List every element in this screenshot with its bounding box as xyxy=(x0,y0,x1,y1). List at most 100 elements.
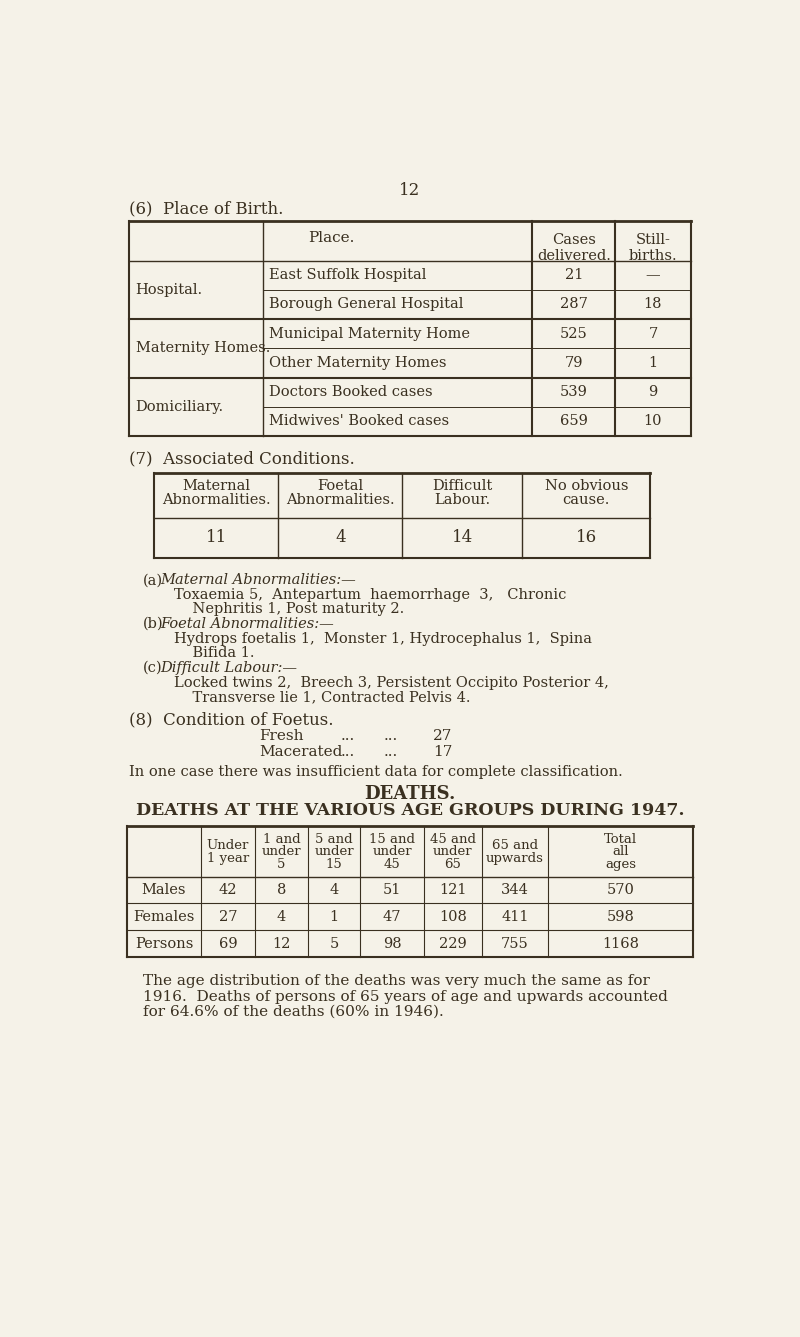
Text: 11: 11 xyxy=(206,529,227,547)
Text: 287: 287 xyxy=(560,297,588,312)
Text: 108: 108 xyxy=(439,910,467,924)
Text: (c): (c) xyxy=(142,660,162,675)
Text: 1 year: 1 year xyxy=(206,852,249,865)
Text: ...: ... xyxy=(341,745,355,759)
Text: 4: 4 xyxy=(335,529,346,547)
Text: Foetal: Foetal xyxy=(317,479,363,493)
Text: 755: 755 xyxy=(501,937,529,951)
Text: ...: ... xyxy=(341,730,355,743)
Text: 1916.  Deaths of persons of 65 years of age and upwards accounted: 1916. Deaths of persons of 65 years of a… xyxy=(142,989,667,1004)
Text: ...: ... xyxy=(383,730,398,743)
Text: ages: ages xyxy=(605,857,636,870)
Text: 45: 45 xyxy=(384,857,401,870)
Text: Municipal Maternity Home: Municipal Maternity Home xyxy=(269,326,470,341)
Text: 47: 47 xyxy=(383,910,402,924)
Text: Midwives' Booked cases: Midwives' Booked cases xyxy=(269,414,449,428)
Text: 21: 21 xyxy=(565,269,583,282)
Text: Females: Females xyxy=(134,910,194,924)
Text: Difficult: Difficult xyxy=(432,479,493,493)
Text: Place.: Place. xyxy=(308,231,354,245)
Text: In one case there was insufficient data for complete classification.: In one case there was insufficient data … xyxy=(130,765,623,779)
Text: DEATHS.: DEATHS. xyxy=(364,785,456,804)
Text: 12: 12 xyxy=(399,182,421,199)
Text: (6)  Place of Birth.: (6) Place of Birth. xyxy=(130,201,284,218)
Text: (7)  Associated Conditions.: (7) Associated Conditions. xyxy=(130,451,355,467)
Text: 9: 9 xyxy=(648,385,658,400)
Text: Labour.: Labour. xyxy=(434,493,490,507)
Text: 539: 539 xyxy=(560,385,588,400)
Text: 15 and: 15 and xyxy=(369,833,415,846)
Text: Maternal Abnormalities:—: Maternal Abnormalities:— xyxy=(161,574,356,587)
Text: Nephritis 1, Post maturity 2.: Nephritis 1, Post maturity 2. xyxy=(174,603,405,616)
Text: 27: 27 xyxy=(218,910,237,924)
Text: 1: 1 xyxy=(648,356,658,370)
Text: Abnormalities.: Abnormalities. xyxy=(162,493,270,507)
Text: (b): (b) xyxy=(142,618,163,631)
Text: 4: 4 xyxy=(277,910,286,924)
Text: Hospital.: Hospital. xyxy=(136,283,202,297)
Text: under: under xyxy=(372,845,412,858)
Text: Borough General Hospital: Borough General Hospital xyxy=(269,297,463,312)
Text: East Suffolk Hospital: East Suffolk Hospital xyxy=(269,269,426,282)
Text: 659: 659 xyxy=(560,414,588,428)
Text: 16: 16 xyxy=(576,529,597,547)
Text: Domiciliary.: Domiciliary. xyxy=(136,400,224,414)
Text: cause.: cause. xyxy=(562,493,610,507)
Text: 65: 65 xyxy=(445,857,462,870)
Text: 5 and: 5 and xyxy=(315,833,353,846)
Text: Abnormalities.: Abnormalities. xyxy=(286,493,394,507)
Text: 14: 14 xyxy=(452,529,473,547)
Text: 598: 598 xyxy=(606,910,634,924)
Text: 10: 10 xyxy=(644,414,662,428)
Text: 8: 8 xyxy=(277,882,286,897)
Text: 65 and: 65 and xyxy=(492,840,538,852)
Text: 1 and: 1 and xyxy=(262,833,300,846)
Text: under: under xyxy=(434,845,473,858)
Text: under: under xyxy=(262,845,301,858)
Text: 27: 27 xyxy=(434,730,453,743)
Text: No obvious: No obvious xyxy=(545,479,628,493)
Text: Under: Under xyxy=(206,840,249,852)
Text: 1: 1 xyxy=(330,910,338,924)
Text: Maternal: Maternal xyxy=(182,479,250,493)
Text: Locked twins 2,  Breech 3, Persistent Occipito Posterior 4,: Locked twins 2, Breech 3, Persistent Occ… xyxy=(174,675,610,690)
Text: 121: 121 xyxy=(439,882,466,897)
Text: 344: 344 xyxy=(501,882,529,897)
Text: Still-
births.: Still- births. xyxy=(629,233,678,263)
Text: for 64.6% of the deaths (60% in 1946).: for 64.6% of the deaths (60% in 1946). xyxy=(142,1005,443,1019)
Text: 98: 98 xyxy=(383,937,402,951)
Text: ...: ... xyxy=(383,745,398,759)
Text: 7: 7 xyxy=(648,326,658,341)
Text: 570: 570 xyxy=(606,882,634,897)
Text: Foetal Abnormalities:—: Foetal Abnormalities:— xyxy=(161,618,334,631)
Text: under: under xyxy=(314,845,354,858)
Text: The age distribution of the deaths was very much the same as for: The age distribution of the deaths was v… xyxy=(142,975,650,988)
Text: —: — xyxy=(646,269,660,282)
Text: all: all xyxy=(612,845,629,858)
Text: (a): (a) xyxy=(142,574,162,587)
Text: 229: 229 xyxy=(439,937,467,951)
Text: 45 and: 45 and xyxy=(430,833,476,846)
Text: 42: 42 xyxy=(218,882,237,897)
Text: Doctors Booked cases: Doctors Booked cases xyxy=(269,385,433,400)
Text: Transverse lie 1, Contracted Pelvis 4.: Transverse lie 1, Contracted Pelvis 4. xyxy=(174,690,471,705)
Text: 79: 79 xyxy=(565,356,583,370)
Text: Other Maternity Homes: Other Maternity Homes xyxy=(269,356,446,370)
Text: Fresh: Fresh xyxy=(259,730,303,743)
Text: 5: 5 xyxy=(330,937,338,951)
Text: 4: 4 xyxy=(330,882,338,897)
Text: Bifida 1.: Bifida 1. xyxy=(174,646,255,660)
Text: 5: 5 xyxy=(277,857,286,870)
Text: DEATHS AT THE VARIOUS AGE GROUPS DURING 1947.: DEATHS AT THE VARIOUS AGE GROUPS DURING … xyxy=(136,802,684,818)
Text: Males: Males xyxy=(142,882,186,897)
Text: Maternity Homes.: Maternity Homes. xyxy=(136,341,270,356)
Text: 69: 69 xyxy=(218,937,237,951)
Text: Cases
delivered.: Cases delivered. xyxy=(537,233,611,263)
Text: 51: 51 xyxy=(383,882,402,897)
Text: 411: 411 xyxy=(502,910,529,924)
Text: 12: 12 xyxy=(272,937,290,951)
Text: 17: 17 xyxy=(434,745,453,759)
Text: Toxaemia 5,  Antepartum  haemorrhage  3,   Chronic: Toxaemia 5, Antepartum haemorrhage 3, Ch… xyxy=(174,588,566,602)
Text: Difficult Labour:—: Difficult Labour:— xyxy=(161,660,298,675)
Text: (8)  Condition of Foetus.: (8) Condition of Foetus. xyxy=(130,711,334,727)
